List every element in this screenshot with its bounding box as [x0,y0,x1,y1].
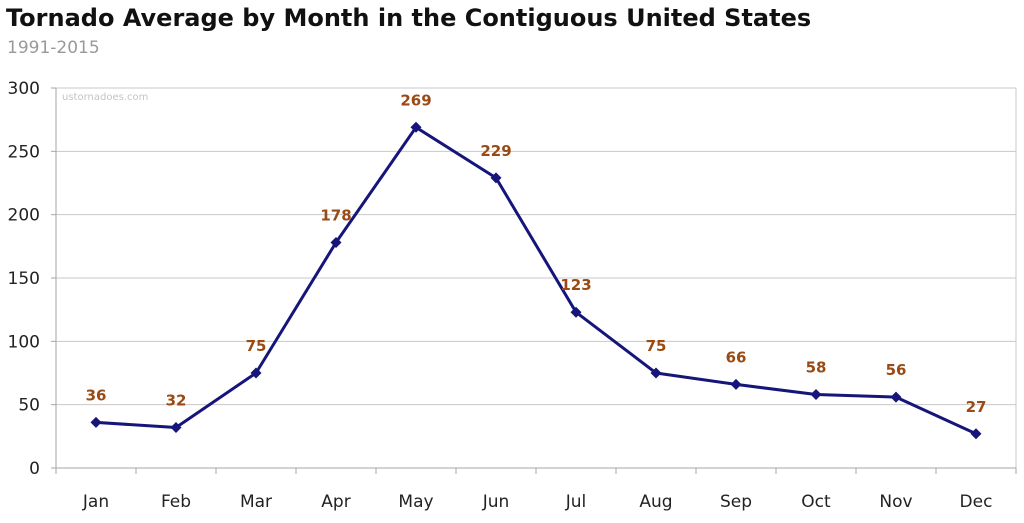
data-point-marker [730,378,742,390]
x-tick-label: May [398,492,433,512]
y-tick-label: 200 [8,206,40,226]
y-tick-label: 250 [8,142,40,162]
data-label: 229 [480,142,511,160]
data-point-marker [330,237,342,249]
x-tick-label: Dec [960,492,993,512]
x-tick-label: Nov [879,492,912,512]
data-label: 58 [806,359,827,377]
data-point-marker [490,172,502,184]
x-tick-label: Jul [565,492,587,512]
x-tick-label: Aug [639,492,672,512]
data-label: 36 [86,386,107,404]
data-label: 75 [646,337,667,355]
watermark-text: ustornadoes.com [62,92,148,103]
data-label: 27 [966,398,987,416]
x-tick-label: Sep [720,492,752,512]
x-tick-label: Mar [240,492,272,512]
data-label: 75 [246,337,267,355]
data-point-marker [650,367,662,379]
y-tick-label: 150 [8,269,40,289]
y-tick-label: 300 [8,79,40,99]
x-tick-label: Apr [321,492,350,512]
x-tick-label: Jun [482,492,510,512]
y-tick-labels: 0 50 100 150 200 250 300 [8,79,40,479]
data-label: 269 [400,91,431,109]
data-label: 56 [886,361,907,379]
x-tick-label: Jan [82,492,109,512]
axes [51,87,1017,474]
y-tick-label: 0 [29,459,40,479]
chart-subtitle: 1991-2015 [7,38,100,58]
data-point-marker [170,421,182,433]
data-point-marker [810,389,822,401]
gridlines [56,87,1017,468]
x-tick-labels: Jan Feb Mar Apr May Jun Jul Aug Sep Oct Nov Dec [82,492,993,512]
data-label: 178 [320,207,351,225]
x-tick-label: Oct [801,492,831,512]
data-point-marker [890,391,902,403]
data-labels: 36 32 75 178 269 229 123 75 66 58 56 27 [86,91,987,416]
series-line [95,125,977,436]
y-tick-label: 100 [8,332,40,352]
data-label: 32 [166,391,187,409]
data-label: 123 [560,276,591,294]
series [90,121,982,440]
data-label: 66 [726,348,747,366]
data-point-marker [410,121,422,133]
data-point-marker [250,367,262,379]
data-point-marker [970,428,982,440]
data-point-marker [90,416,102,428]
data-point-marker [570,306,582,318]
y-tick-label: 50 [18,396,40,416]
chart-title: Tornado Average by Month in the Contiguo… [6,4,812,32]
x-tick-label: Feb [161,492,191,512]
